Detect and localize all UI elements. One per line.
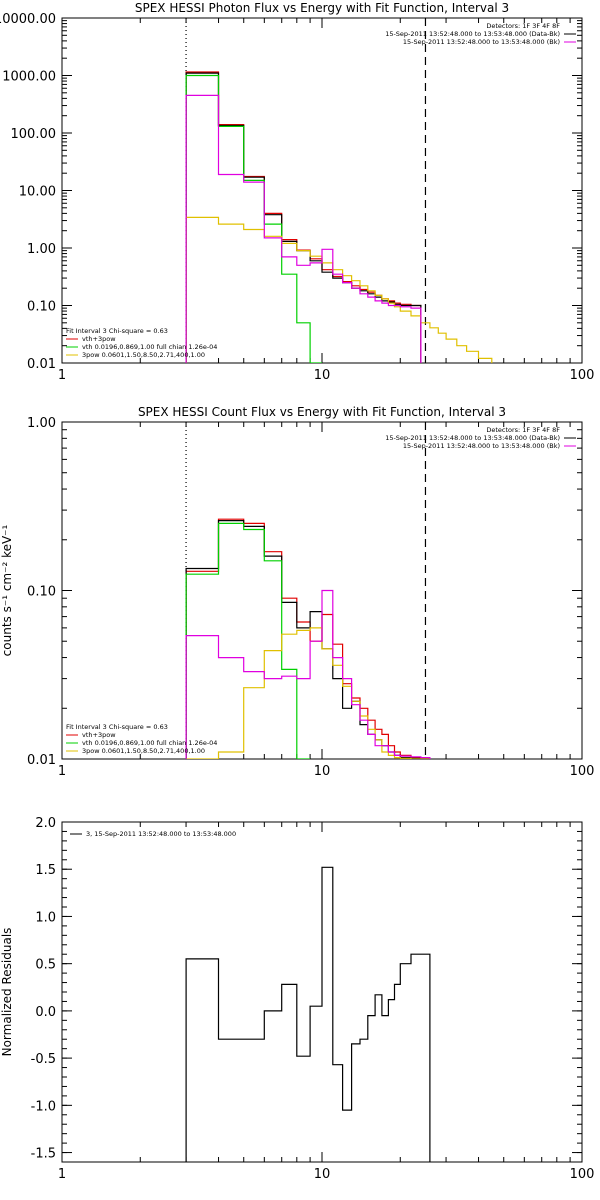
y-tick-label: -0.5 — [31, 1052, 56, 1067]
info-line: 15-Sep-2011 13:52:48.000 to 13:53:48.000… — [403, 442, 560, 450]
legend-label: 3pow 0.0601,1.50,8.50,2.71,400,1.00 — [82, 351, 205, 359]
y-tick-label: 1.00 — [27, 242, 56, 257]
info-line: 15-Sep-2011 13:52:48.000 to 13:53:48.000… — [403, 38, 560, 46]
series-line-data-4 — [185, 94, 422, 363]
series-group — [185, 866, 431, 1162]
chart-3: Normalized Residuals 1 10 100 -1.5 -1.0 -0.5 0.… — [0, 816, 594, 1182]
y-tick-label: 0.0 — [35, 1005, 56, 1020]
series-line-data-4 — [185, 589, 431, 759]
y-tick-label: 10.00 — [19, 185, 56, 200]
series-line-3 — [185, 866, 431, 1162]
y-tick-label: 0.5 — [35, 958, 56, 973]
x-tick-label: 100 — [570, 1167, 595, 1182]
chart-1: SPEX HESSI Photon Flux vs Energy with Fi… — [0, 1, 594, 383]
chart-title: SPEX HESSI Photon Flux vs Energy with Fi… — [135, 1, 509, 15]
legend-label: vth+3pow — [82, 731, 116, 739]
legend-title: Fit Interval 3 Chi-square = 0.63 — [66, 723, 168, 731]
series-group — [185, 71, 493, 363]
legend-label: vth 0.0196,0.869,1.00 full chian 1.26e-0… — [82, 343, 217, 351]
y-tick-label: 100.00 — [11, 127, 57, 142]
chart-2: SPEX HESSI Count Flux vs Energy with Fit… — [0, 405, 594, 779]
y-tick-label: 1.00 — [27, 416, 56, 431]
y-tick-label: 0.01 — [27, 753, 56, 768]
series-line-vth — [185, 522, 311, 759]
info-line: Detectors: 1F 3F 4F 8F — [486, 426, 560, 434]
y-tick-label: -1.0 — [31, 1099, 56, 1114]
info-line: 15-Sep-2011 13:52:48.000 to 13:53:48.000… — [385, 434, 560, 442]
legend-title: Fit Interval 3 Chi-square = 0.63 — [66, 327, 168, 335]
x-tick-label: 10 — [314, 368, 331, 383]
legend-label: vth+3pow — [82, 335, 116, 343]
info-line: Detectors: 1F 3F 4F 8F — [486, 22, 560, 30]
legend-label: 3pow 0.0601,1.50,8.50,2.71,400,1.00 — [82, 747, 205, 755]
y-tick-label: 2.0 — [35, 816, 56, 831]
y-tick-label: 1000.00 — [2, 70, 56, 85]
y-tick-label: 0.10 — [27, 585, 56, 600]
series-group — [185, 518, 431, 759]
y-tick-label: 10000.00 — [0, 12, 56, 27]
x-tick-label: 10 — [314, 764, 331, 779]
y-tick-label: 1.5 — [35, 863, 56, 878]
info-line: 15-Sep-2011 13:52:48.000 to 13:53:48.000… — [385, 30, 560, 38]
y-tick-label: 1.0 — [35, 910, 56, 925]
y-tick-label: 0.10 — [27, 300, 56, 315]
x-tick-label: 1 — [58, 764, 66, 779]
legend-label: 3, 15-Sep-2011 13:52:48.000 to 13:53:48.… — [86, 830, 236, 838]
chart-title: SPEX HESSI Count Flux vs Energy with Fit… — [138, 405, 506, 419]
y-axis-label: Normalized Residuals — [0, 928, 14, 1057]
x-tick-label: 100 — [570, 368, 595, 383]
y-tick-label: 0.01 — [27, 357, 56, 372]
legend-label: vth 0.0196,0.869,1.00 full chian 1.26e-0… — [82, 739, 217, 747]
y-axis-label: counts s⁻¹ cm⁻² keV⁻¹ — [0, 524, 14, 656]
x-tick-label: 100 — [570, 764, 595, 779]
x-tick-label: 1 — [58, 368, 66, 383]
x-tick-label: 10 — [314, 1167, 331, 1182]
x-tick-label: 1 — [58, 1167, 66, 1182]
y-tick-label: -1.5 — [31, 1147, 56, 1162]
